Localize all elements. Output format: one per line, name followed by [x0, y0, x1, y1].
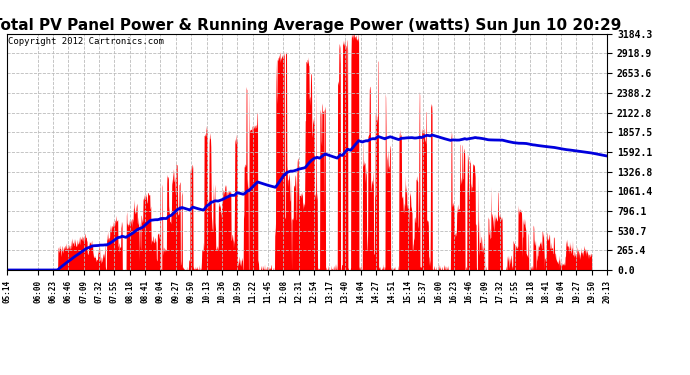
Title: Total PV Panel Power & Running Average Power (watts) Sun Jun 10 20:29: Total PV Panel Power & Running Average P… [0, 18, 622, 33]
Text: Copyright 2012 Cartronics.com: Copyright 2012 Cartronics.com [8, 37, 164, 46]
